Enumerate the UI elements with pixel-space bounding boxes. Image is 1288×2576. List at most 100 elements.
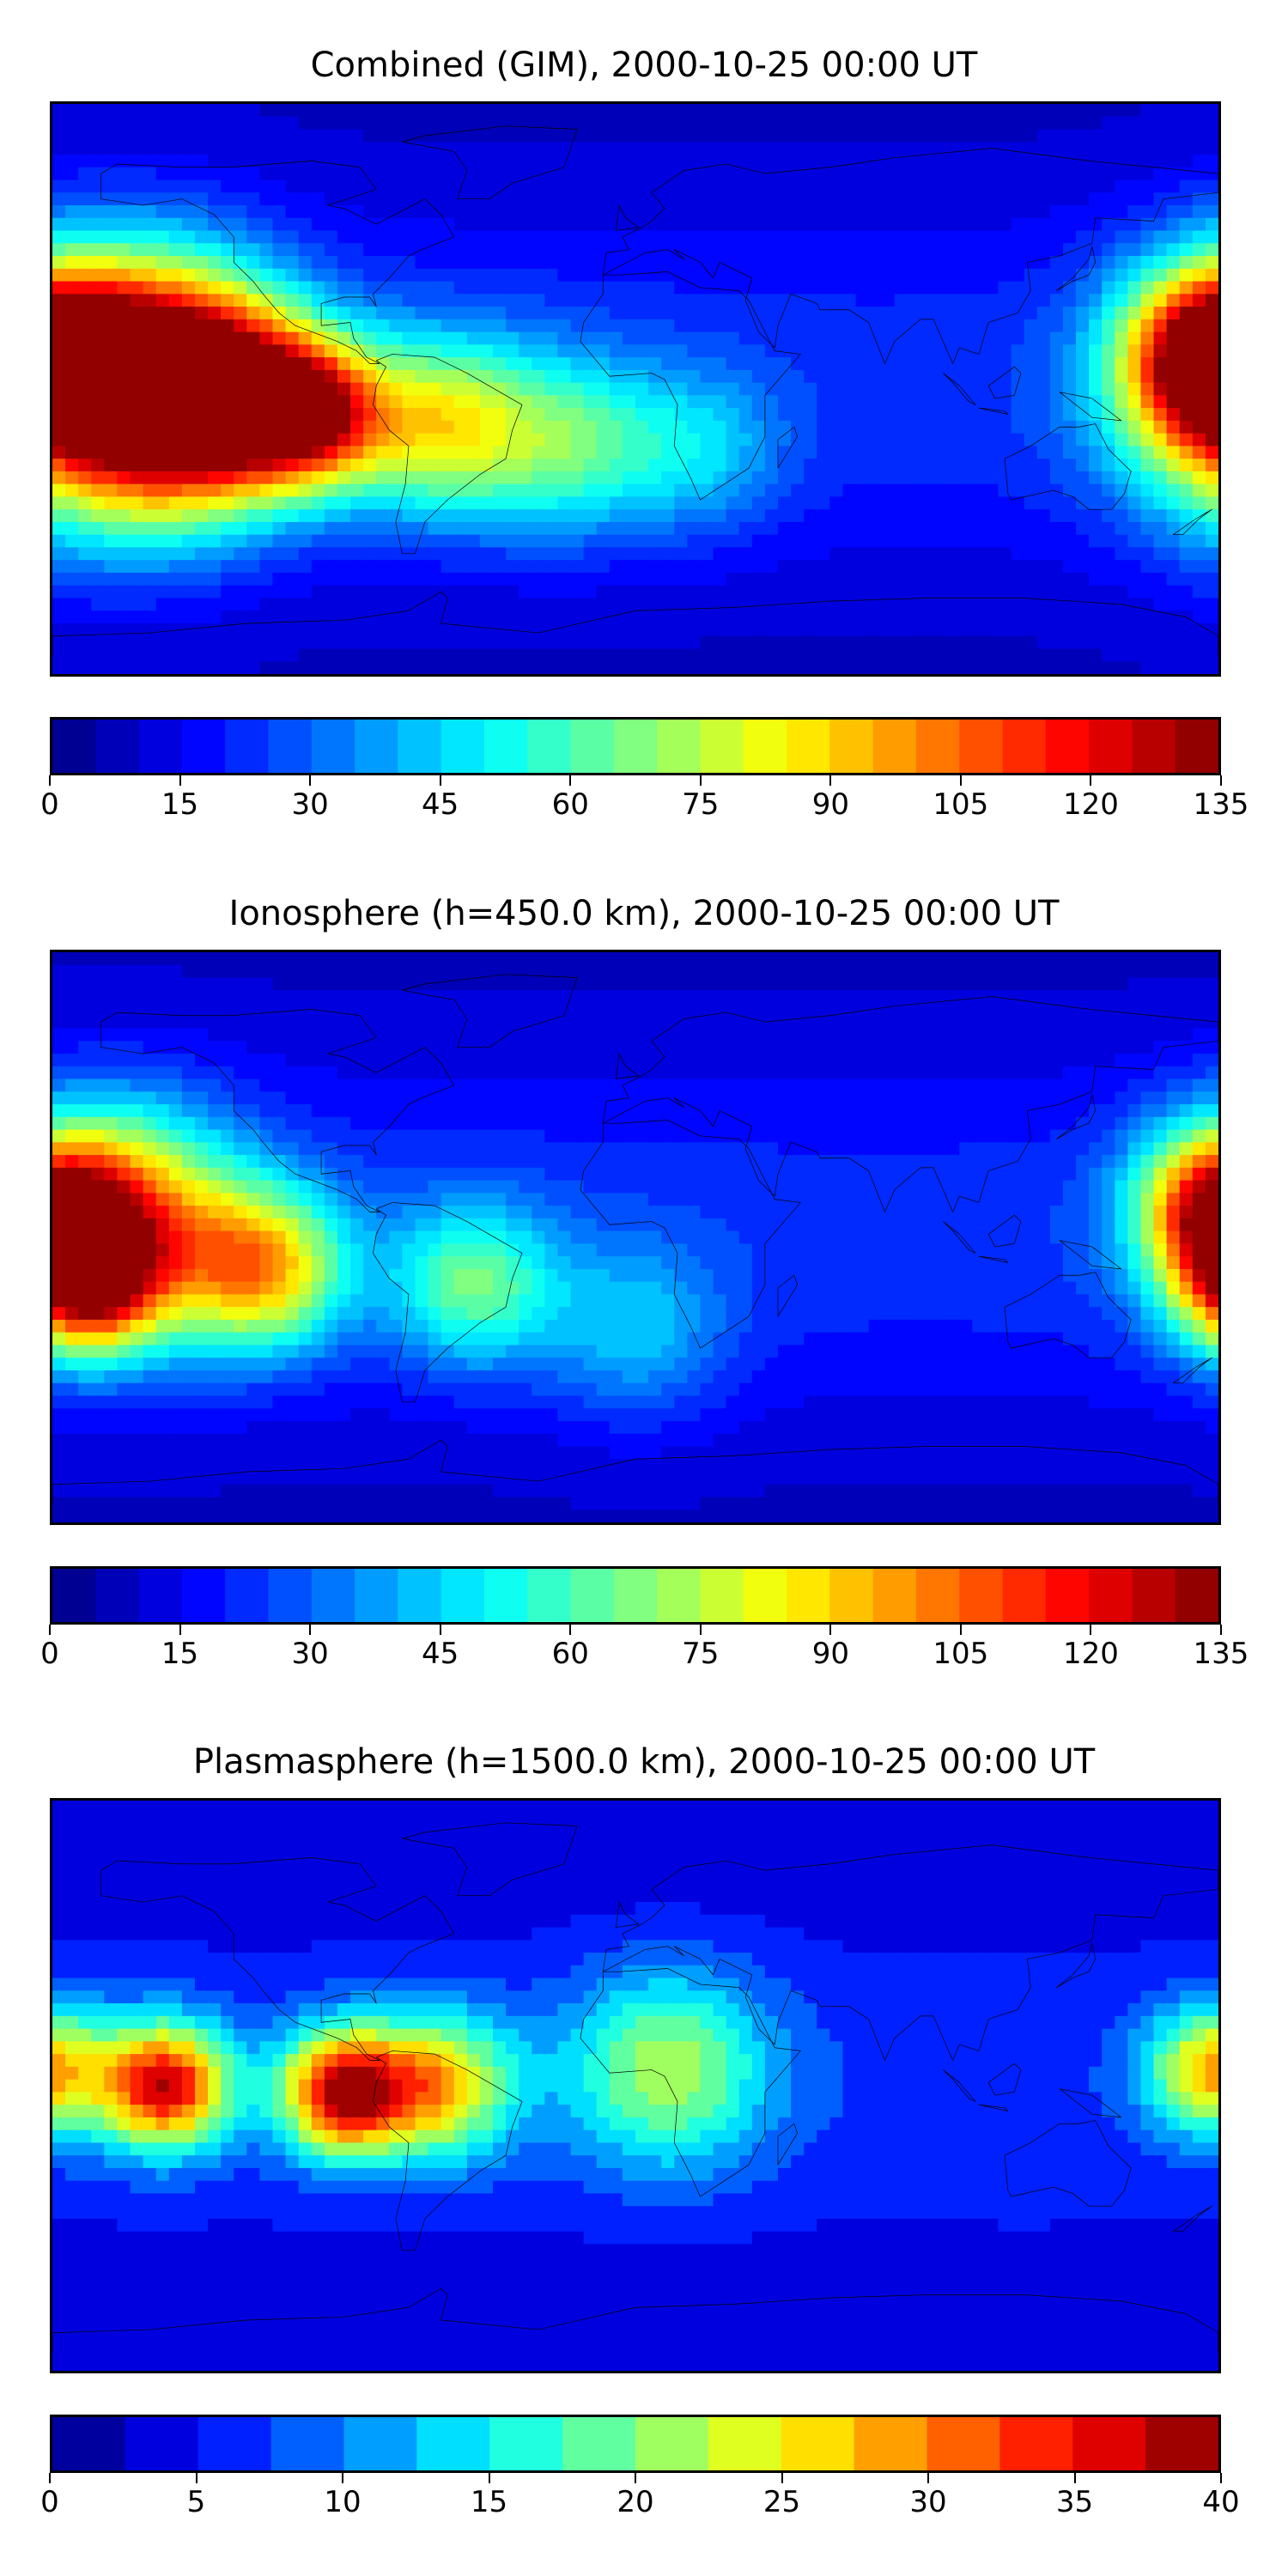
heatmap-cell [817,585,831,599]
heatmap-cell [1036,534,1051,549]
heatmap-cell [104,1484,118,1498]
heatmap-cell [1062,268,1078,283]
heatmap-cell [402,509,416,524]
heatmap-cell [208,611,222,625]
heatmap-cell [777,509,793,524]
heatmap-cell [868,331,883,346]
heatmap-cell [1127,104,1142,118]
heatmap-cell [700,547,714,562]
heatmap-cell [389,167,404,181]
heatmap-cell [259,256,274,270]
heatmap-cell [130,1446,144,1461]
heatmap-cell [583,471,598,485]
heatmap-cell [168,268,184,283]
heatmap-cell [1049,142,1065,156]
heatmap-cell [817,459,831,473]
heatmap-cell [234,217,248,232]
heatmap-cell [738,243,753,258]
heatmap-cell [363,623,378,637]
heatmap-cell [104,369,118,384]
heatmap-cell [726,547,740,562]
heatmap-cell [52,155,67,168]
heatmap-cell [130,205,144,219]
heatmap-cell [1011,459,1025,473]
heatmap-cell [959,496,974,511]
heatmap-cell [738,167,753,181]
heatmap-cell [272,1395,287,1410]
heatmap-cell [519,281,533,295]
heatmap-cell [221,623,235,637]
heatmap-cell [168,509,184,524]
heatmap-cell [104,230,118,245]
heatmap-cell [894,509,908,524]
heatmap-cell [920,572,935,586]
heatmap-cell [168,496,184,511]
heatmap-cell [78,116,93,131]
heatmap-cell [155,459,170,473]
heatmap-cell [1153,433,1168,447]
heatmap-cell [713,142,727,156]
heatmap-cell [130,1281,144,1296]
heatmap-cell [570,648,585,663]
heatmap-cell [337,598,352,612]
heatmap-cell [428,357,442,371]
heatmap-cell [972,534,987,549]
heatmap-cell [376,142,391,156]
heatmap-cell [415,661,429,674]
heatmap-cell [208,1294,222,1309]
heatmap-cell [1024,483,1038,498]
heatmap-cell [363,611,378,625]
heatmap-cell [298,281,313,295]
heatmap-cell [130,331,144,346]
heatmap-cell [1076,155,1091,168]
heatmap-cell [1115,217,1129,232]
heatmap-cell [622,661,637,674]
heatmap-cell [804,129,818,143]
heatmap-cell [998,611,1012,625]
heatmap-cell [894,382,908,397]
heatmap-cell [791,344,805,359]
heatmap-cell [1102,192,1116,207]
heatmap-cell [1036,179,1051,194]
heatmap-cell [933,104,948,118]
heatmap-cell [65,1332,80,1346]
heatmap-cell [1127,179,1142,194]
heatmap-cell [208,104,222,118]
heatmap-cell [1011,192,1025,207]
heatmap-cell [1036,585,1051,599]
heatmap-cell [91,1243,106,1258]
heatmap-cell [738,560,753,574]
heatmap-cell [1049,483,1065,498]
heatmap-cell [1166,281,1181,295]
heatmap-cell [285,990,300,1005]
heatmap-cell [622,395,637,410]
heatmap-cell [829,167,844,181]
heatmap-cell [285,192,300,207]
heatmap-cell [65,471,80,485]
heatmap-cell [428,192,442,207]
heatmap-cell [1076,534,1091,549]
heatmap-cell [181,357,197,371]
heatmap-cell [117,307,131,320]
heatmap-cell [440,344,455,359]
heatmap-cell [208,167,222,181]
heatmap-cell [661,395,676,410]
heatmap-cell [1011,382,1025,397]
colorbar-tick-mark [699,775,702,786]
heatmap-cell [1089,369,1103,384]
heatmap-cell [389,142,404,156]
heatmap-cell [143,116,157,131]
heatmap-cell [1127,661,1142,674]
heatmap-cell [907,395,922,410]
heatmap-cell [635,256,650,270]
heatmap-cell [155,1116,170,1131]
heatmap-cell [764,471,780,485]
heatmap-cell [817,572,831,586]
heatmap-cell [1166,307,1181,320]
heatmap-cell [143,344,157,359]
heatmap-cell [751,623,767,637]
heatmap-cell [194,331,210,346]
heatmap-cell [764,179,780,194]
heatmap-cell [376,230,391,245]
heatmap-cell [428,483,442,498]
